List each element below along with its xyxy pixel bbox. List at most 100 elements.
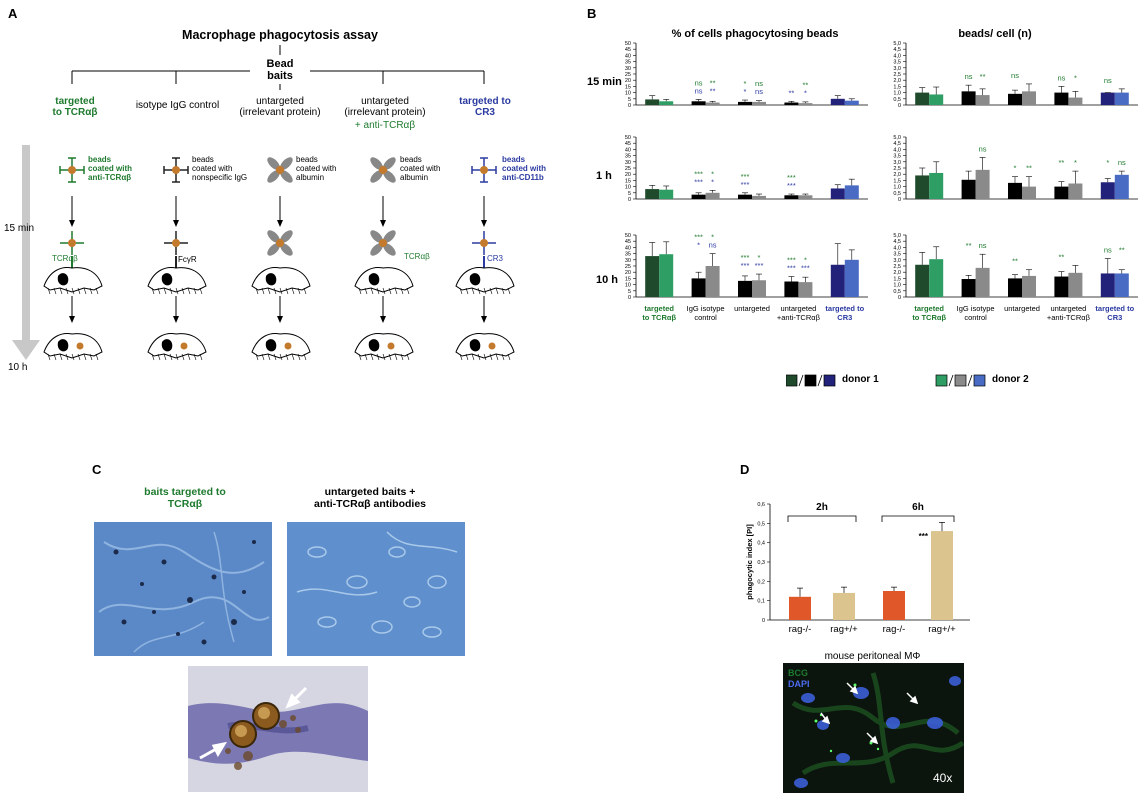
bead-15min-3 [267,230,293,256]
significance-label: ns [965,72,973,81]
significance-label: *** [787,256,796,265]
group-label: 2h [816,502,828,513]
col3-header: untargeted (irrelevant protein) [239,96,321,118]
ytick-label: 5 [628,97,631,103]
bar [1054,186,1069,199]
ytick-label: 45 [625,141,631,147]
ytick-label: 40 [625,245,631,251]
micro-bcg-label: BCG [788,668,808,678]
significance-label: ns [695,86,703,95]
bar [931,531,953,620]
ytick-label: 3,0 [893,160,901,166]
bar [961,91,976,105]
bead-baits-label: Bead baits [266,58,294,82]
significance-label: ** [1119,246,1125,255]
significance-label: ** [1012,257,1018,266]
bar [798,103,813,105]
col4-desc: beads coated with albumin [400,155,441,182]
ytick-label: 3,5 [893,252,901,258]
significance-label: * [711,177,714,186]
significance-label: ns [1011,71,1019,80]
ytick-label: 4,0 [893,53,901,59]
category-label: IgG isotype [687,304,725,313]
bar [830,264,845,297]
ytick-label: 5,0 [893,233,901,239]
ytick-label: 40 [625,53,631,59]
bar [705,192,720,199]
ytick-label: 40 [625,147,631,153]
bar [1022,91,1036,105]
ytick-label: 1,5 [893,276,901,282]
ytick-label: 50 [625,135,631,141]
ytick-label: 3,5 [893,60,901,66]
bar [645,189,660,199]
ytick-label: 2,5 [893,166,901,172]
legend-donor1: donor 1 [842,374,879,385]
panel-c-label-right: untargeted baits + anti-TCRαβ antibodies [313,486,427,510]
ytick-label: 20 [625,78,631,84]
ytick-label: 15 [625,178,631,184]
significance-label: ns [1057,73,1065,82]
ytick-label: 15 [625,276,631,282]
panel-a-title: Macrophage phagocytosis assay [182,28,378,42]
significance-label: ** [1058,252,1064,261]
col2-header: isotype IgG control [135,100,220,111]
significance-label: * [711,169,714,178]
category-label: rag+/+ [928,624,956,635]
macrophage-15min-1 [43,267,103,295]
col4-header-extra: + anti-TCRαβ [354,120,416,131]
bead-top-4 [370,157,396,183]
bar [975,267,990,297]
bar [784,195,799,199]
ytick-label: 10 [625,91,631,97]
ytick-label: 5,0 [893,41,901,47]
bar [844,100,859,105]
significance-label: * [1106,158,1109,167]
ytick-label: 0 [628,103,631,109]
significance-label: ns [1104,76,1112,85]
ytick-label: 50 [625,233,631,239]
macrophage-10h-4 [354,333,414,361]
bar [691,278,706,297]
col5-receptor: CR3 [487,254,504,263]
bar [659,189,674,199]
col4-receptor: TCRαβ [404,252,430,261]
bar [844,259,859,297]
macrophage-15min-5 [455,267,515,295]
category-label: control [964,313,987,322]
bar [1100,273,1115,297]
bar [752,280,766,297]
bead-15min-1 [60,231,84,272]
category-label: rag+/+ [830,624,858,635]
bar [738,194,752,199]
significance-label: ns [979,144,987,153]
bar [844,185,859,199]
ytick-label: 35 [625,60,631,66]
panel-b-right-title: beads/ cell (n) [958,28,1032,40]
bar [1054,92,1069,105]
bar [1114,92,1129,105]
bar [830,98,845,105]
category-label: control [694,313,717,322]
ytick-label: 4,5 [893,47,901,53]
bar [883,591,905,620]
ytick-label: 0 [628,295,631,301]
ytick-label: 1,0 [893,185,901,191]
ytick-label: 45 [625,47,631,53]
category-label: to TCRαβ [642,313,676,322]
category-label: +anti-TCRαβ [1047,313,1091,322]
panel-b-letter: B [587,6,597,21]
bar [752,195,766,199]
group-bracket [787,515,857,522]
bar [659,101,674,105]
ytick-label: 0,1 [757,599,765,605]
ytick-label: 5,0 [893,135,901,141]
ytick-label: 10 [625,185,631,191]
bead-15min-2 [164,231,188,272]
bar [691,101,706,105]
significance-label: ** [1026,164,1032,173]
bar [1008,182,1022,199]
group-label: 6h [912,502,924,513]
significance-label: ** [1058,158,1064,167]
